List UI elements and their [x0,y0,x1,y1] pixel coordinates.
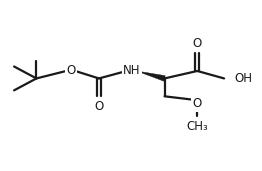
Polygon shape [137,71,165,81]
Text: NH: NH [123,64,140,77]
Text: O: O [66,64,75,77]
Text: CH₃: CH₃ [186,120,208,133]
Text: O: O [193,37,202,50]
Text: OH: OH [234,72,252,85]
Text: O: O [94,100,103,113]
Text: O: O [193,97,202,110]
